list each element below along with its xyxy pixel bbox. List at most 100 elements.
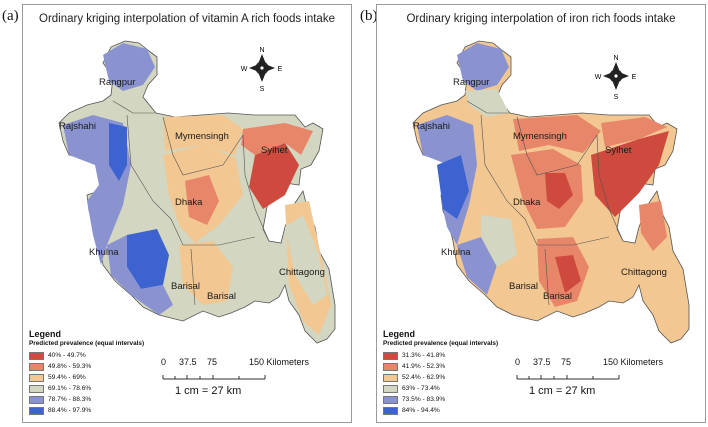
map-canvas: Rangpur Rajshahi Mymensingh Sylhet Dhaka… (58, 40, 336, 344)
legend-swatch (383, 406, 398, 415)
legend-label: 52.4% - 62.9% (402, 374, 446, 381)
legend-label: 59.4% - 69% (48, 374, 86, 381)
legend-list: 40% - 49.7% 49.8% - 59.3% 59.4% - 69% 69.1%… (29, 350, 179, 416)
region-label-chittagong: Chittagong (279, 267, 325, 278)
legend-subtitle: Predicted prevalence (equal intervals) (383, 340, 499, 347)
region-label-dhaka: Dhaka (513, 197, 541, 208)
scale-bar-graphic (516, 375, 620, 380)
zone-khulna-blue (457, 237, 497, 295)
legend-list: 31.3% - 41.8% 41.9% - 52.3% 52.4% - 62.9% 6… (383, 350, 533, 416)
map-title: Ordinary kriging interpolation of iron r… (406, 13, 676, 25)
zone-mymensingh-orange (163, 115, 243, 155)
compass-w: W (241, 66, 248, 73)
legend-item: 31.3% - 41.8% (383, 350, 533, 361)
legend-item: 73.5% - 83.9% (383, 394, 533, 405)
legend-swatch (29, 384, 44, 393)
scale-bar: 0 37.5 75 150 Kilometers 1 cm = 27 km (515, 357, 675, 407)
boundary-line (112, 100, 155, 114)
zone-sylhet-orange (241, 123, 313, 155)
legend-label: 40% - 49.7% (48, 352, 86, 359)
panel-label-a: (a) (2, 8, 19, 24)
legend-swatch (383, 351, 398, 360)
legend-item: 59.4% - 69% (29, 372, 179, 383)
panel-label-b: (b) (360, 8, 378, 24)
map-panel-iron: Rangpur Rajshahi Mymensingh Sylhet Dhaka… (376, 4, 706, 423)
region-label-rangpur: Rangpur (453, 77, 489, 88)
region-label-barisal-1: Barisal (171, 281, 200, 292)
zone-khulna-blue (107, 235, 173, 315)
legend-item: 69.1% - 78.6% (29, 383, 179, 394)
zone-north-blue (103, 43, 155, 91)
zone-mymensingh-red (513, 115, 601, 153)
region-labels: Rangpur Rajshahi Mymensingh Sylhet Dhaka… (413, 77, 667, 302)
legend-swatch (383, 395, 398, 404)
legend-swatch (29, 395, 44, 404)
boundary-line (524, 218, 610, 246)
boundary-line (544, 248, 550, 306)
scale-tick-label: 37.5 (179, 357, 197, 367)
scale-tick-labels: 0 37.5 75 150 Kilometers (515, 357, 675, 369)
legend-item: 84% - 94.4% (383, 405, 533, 416)
legend-label: 41.9% - 52.3% (402, 363, 446, 370)
legend-label: 49.8% - 59.3% (48, 363, 92, 370)
legend: Legend Predicted prevalence (equal inter… (29, 329, 179, 416)
division-boundaries (466, 100, 624, 306)
compass-s: S (614, 94, 619, 101)
region-label-sylhet: Sylhet (261, 145, 288, 156)
zone-dhaka-red (185, 175, 219, 225)
compass-w: W (595, 74, 602, 81)
legend-label: 63% - 73.4% (402, 385, 440, 392)
legend-item: 49.8% - 59.3% (29, 361, 179, 372)
map-title: Ordinary kriging interpolation of vitami… (39, 13, 335, 25)
zone-khulna-light (481, 215, 517, 267)
legend-swatch (383, 384, 398, 393)
zone-barisal-orange (179, 241, 233, 305)
zone-khulna-deep (127, 229, 169, 289)
compass-n: N (259, 47, 264, 54)
legend-title: Legend (29, 329, 62, 339)
zone-sylhet-mid (601, 117, 667, 147)
legend-label: 78.7% - 88.3% (48, 396, 92, 403)
zone-west-deep (437, 155, 469, 219)
zone-chittagong-light (285, 215, 327, 305)
boundary-line (516, 116, 598, 176)
region-label-rajshahi: Rajshahi (59, 121, 96, 132)
scale-tick-label: 0 (161, 357, 167, 367)
zone-north-light (465, 89, 509, 117)
scale-tick-labels: 0 37.5 75 150 Kilometers (161, 357, 321, 369)
compass-n: N (613, 55, 618, 62)
legend: Legend Predicted prevalence (equal inter… (383, 329, 533, 416)
region-label-rangpur: Rangpur (99, 77, 135, 88)
map-fill (58, 40, 336, 344)
region-labels: Rangpur Rajshahi Mymensingh Sylhet Dhaka… (59, 77, 325, 302)
legend-swatch (29, 406, 44, 415)
scale-tick-label: 37.5 (533, 357, 551, 367)
legend-item: 52.4% - 62.9% (383, 372, 533, 383)
legend-item: 41.9% - 52.3% (383, 361, 533, 372)
region-label-chittagong: Chittagong (621, 267, 667, 278)
legend-swatch (29, 373, 44, 382)
boundary-line (162, 116, 244, 176)
scale-bar: 0 37.5 75 150 Kilometers 1 cm = 27 km (161, 357, 321, 407)
compass-rose-icon: N S W E (241, 47, 283, 93)
legend-label: 84% - 94.4% (402, 407, 440, 414)
legend-label: 73.5% - 83.9% (402, 396, 446, 403)
legend-swatch (29, 362, 44, 371)
scale-tick-label: 0 (515, 357, 521, 367)
map-fill (412, 40, 690, 344)
region-label-sylhet: Sylhet (605, 145, 632, 156)
region-label-mymensingh: Mymensingh (513, 131, 567, 142)
legend-item: 40% - 49.7% (29, 350, 179, 361)
legend-label: 88.4% - 97.9% (48, 407, 92, 414)
zone-west-deep (109, 123, 127, 181)
region-label-mymensingh: Mymensingh (175, 131, 229, 142)
scale-tick-label: 75 (207, 357, 218, 367)
compass-rose-icon: N S W E (595, 55, 637, 101)
map-canvas: Rangpur Rajshahi Mymensingh Sylhet Dhaka… (412, 40, 690, 344)
compass-s: S (260, 86, 265, 93)
boundary-line (126, 114, 172, 220)
scale-note: 1 cm = 27 km (175, 385, 242, 397)
zone-north-blue (457, 43, 509, 91)
legend-label: 69.1% - 78.6% (48, 385, 92, 392)
region-label-khulna: Khulna (89, 247, 119, 258)
